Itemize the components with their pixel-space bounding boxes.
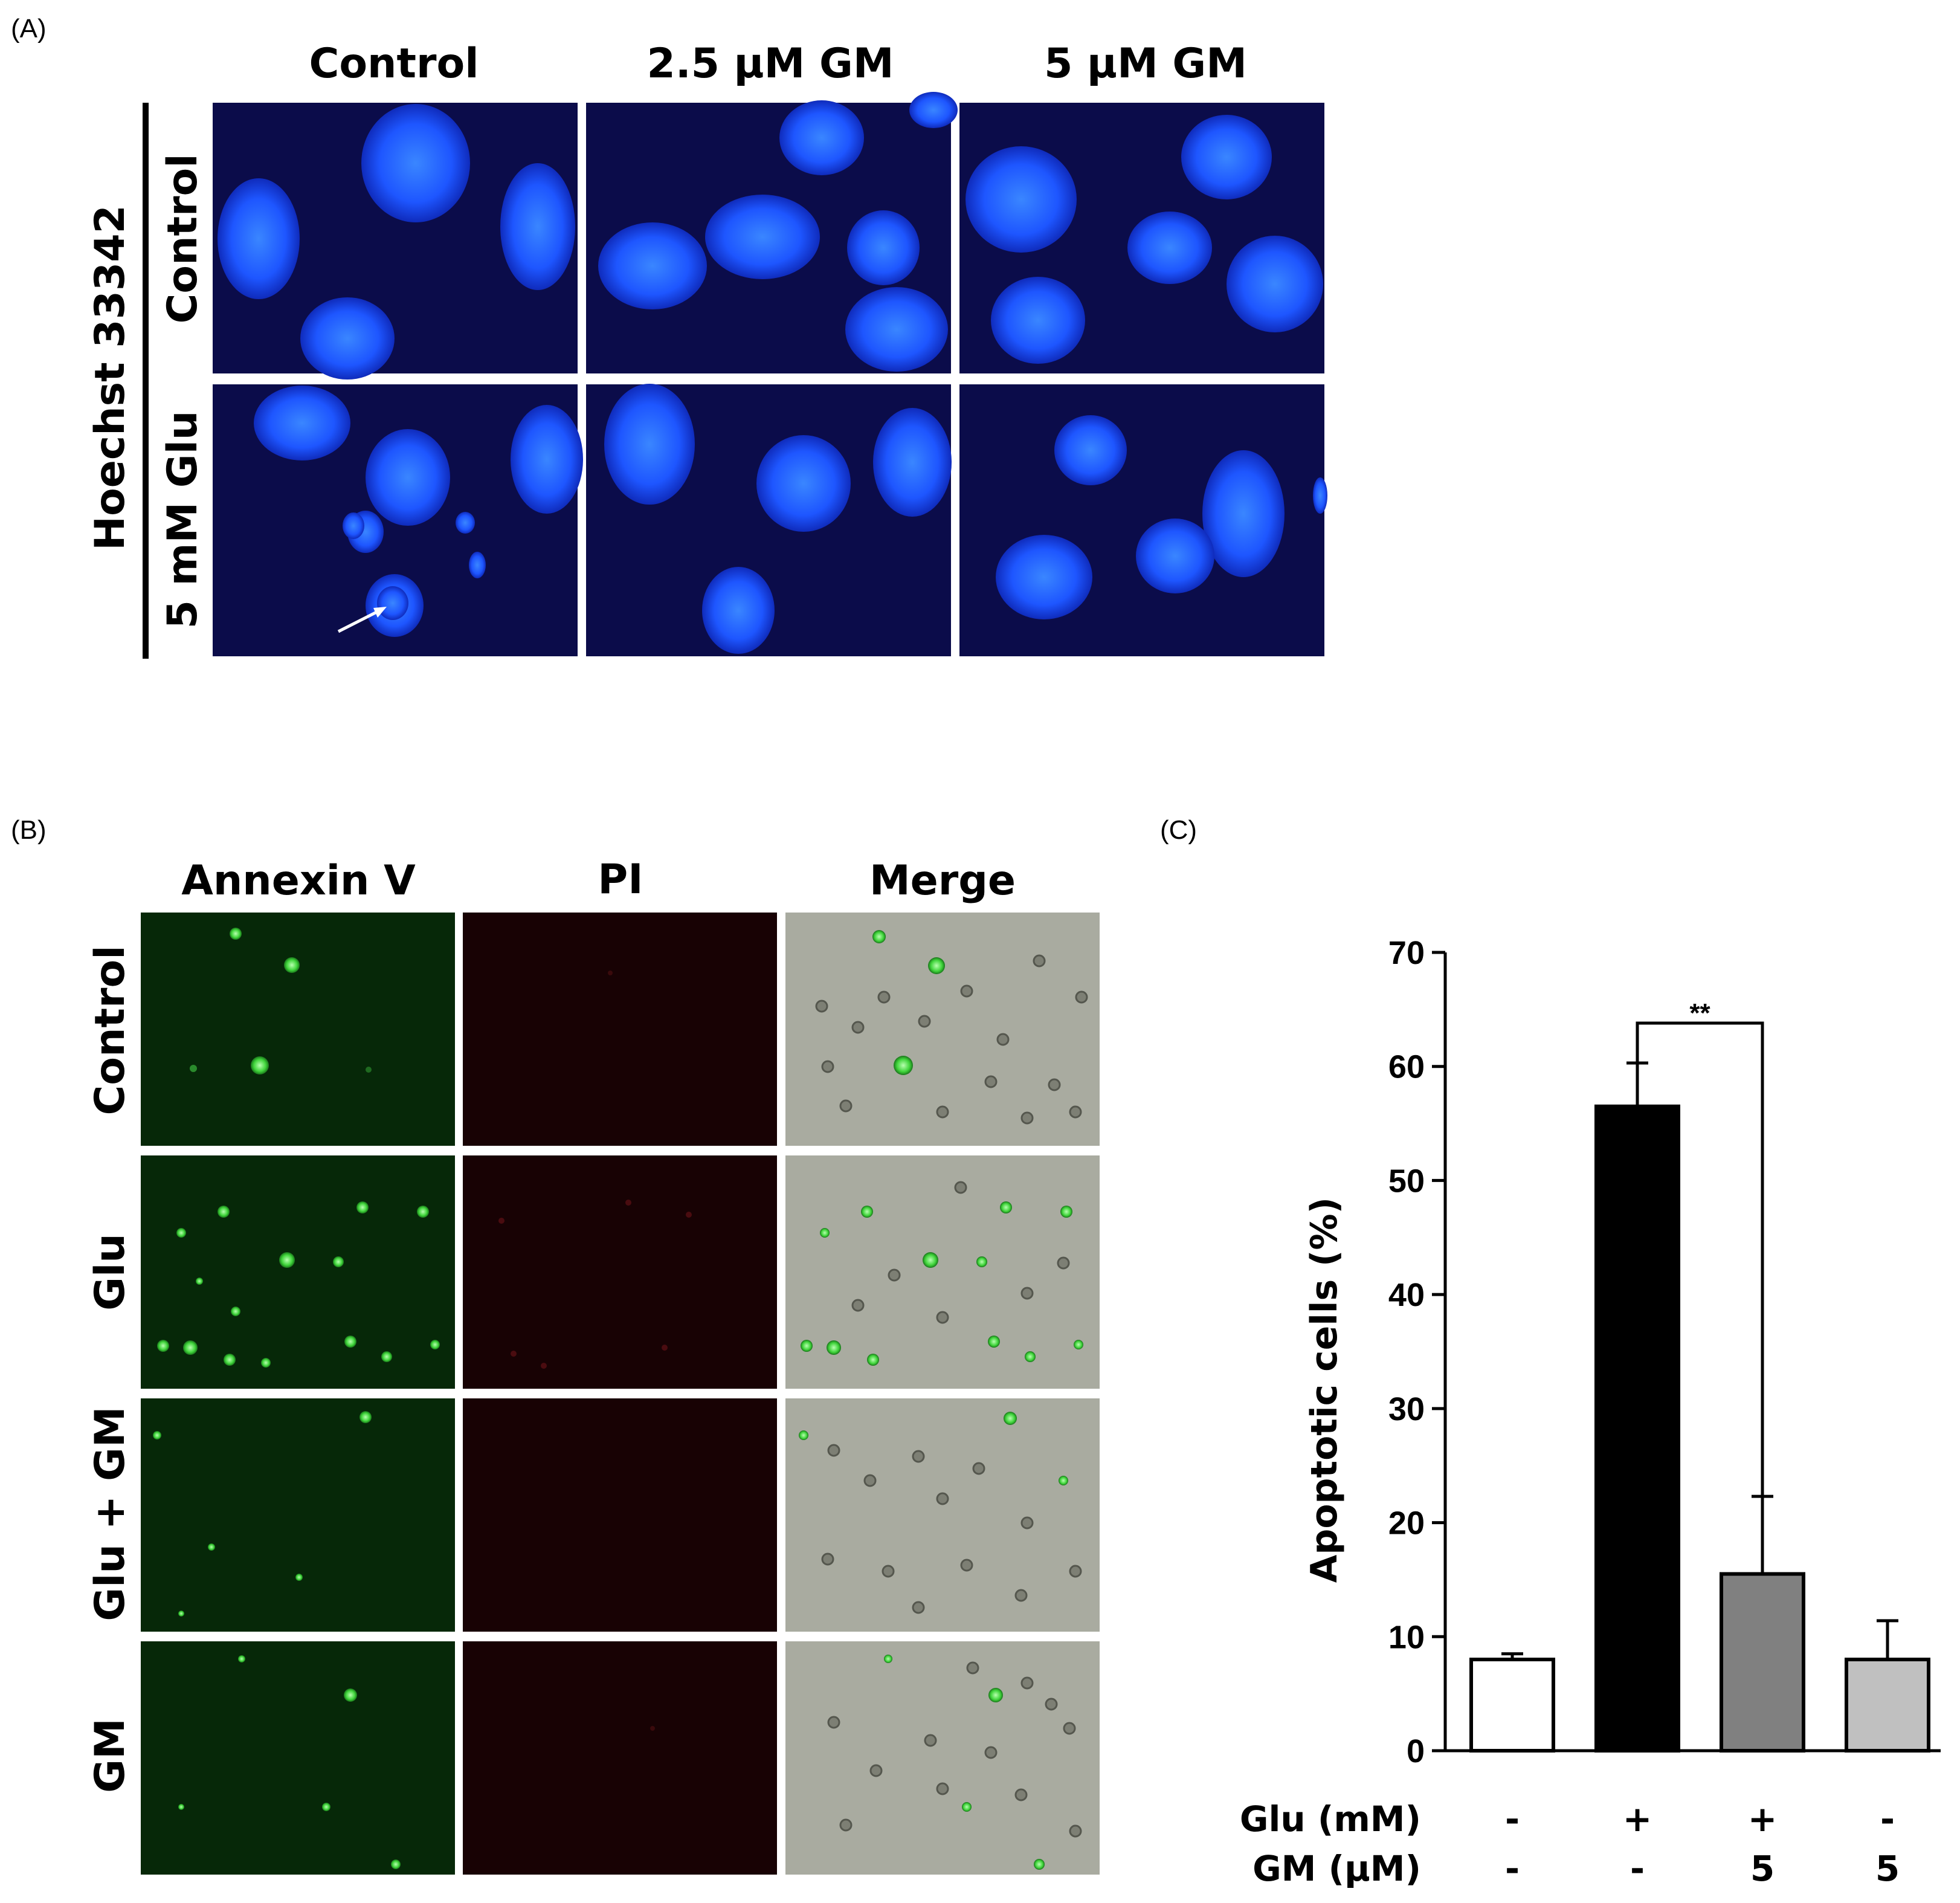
annexin-image-glu xyxy=(141,1155,455,1389)
pi-image-gm xyxy=(463,1641,777,1875)
arrow-head xyxy=(373,607,387,618)
condition-row-label: Glu (mM) xyxy=(1240,1798,1421,1840)
y-tick-label: 0 xyxy=(1407,1733,1425,1769)
merge-image-gm xyxy=(785,1641,1100,1875)
panel-a-column-header-5um-gm: 5 μM GM xyxy=(1044,40,1247,88)
y-tick-label: 30 xyxy=(1388,1391,1425,1427)
condition-value: - xyxy=(1880,1798,1895,1840)
hoechst-image-control-5um-gm xyxy=(959,103,1324,373)
panel-b-column-header-pi: PI xyxy=(598,856,643,903)
hoechst-image-glu-control xyxy=(213,384,583,656)
condition-table: Glu (mM) - + + - GM (μM) - - 5 5 xyxy=(1240,1798,1900,1889)
y-tick-label: 60 xyxy=(1388,1049,1425,1085)
condition-value: 5 xyxy=(1750,1848,1775,1889)
panel-b-label: (B) xyxy=(11,815,47,845)
bar xyxy=(1720,1572,1805,1753)
bars xyxy=(1469,1061,1930,1753)
pi-image-glu-gm xyxy=(463,1398,777,1632)
bar xyxy=(1594,1104,1680,1753)
panel-a-bracket-line xyxy=(143,103,149,659)
panel-b-column-header-annexin: Annexin V xyxy=(181,857,416,905)
merge-image-glu-gm xyxy=(785,1398,1100,1632)
hoechst-image-control-control xyxy=(213,103,578,380)
apoptotic-nucleus-arrow xyxy=(337,610,379,633)
condition-value: + xyxy=(1623,1798,1652,1840)
panel-a-label: (A) xyxy=(11,14,47,44)
panel-b-row-header-glu-gm: Glu + GM xyxy=(86,1406,134,1621)
panel-a-stain-label: Hoechst 33342 xyxy=(86,205,134,551)
y-tick-label: 50 xyxy=(1388,1163,1425,1199)
bar-chart: Apoptotic cells (%) 0 10 20 30 40 50 60 70 ** G… xyxy=(1240,935,1941,1889)
condition-value: - xyxy=(1505,1798,1520,1840)
condition-value: - xyxy=(1505,1848,1520,1889)
hoechst-image-control-2-5um-gm xyxy=(586,92,958,373)
significance-marker: ** xyxy=(1689,998,1710,1028)
hoechst-image-glu-2-5um-gm xyxy=(586,384,952,656)
significance-bracket: ** xyxy=(1636,998,1764,1497)
panel-a-row-header-control: Control xyxy=(159,153,207,323)
pi-image-glu xyxy=(463,1155,777,1389)
condition-row-label: GM (μM) xyxy=(1252,1848,1421,1889)
panel-b-row-header-gm: GM xyxy=(86,1718,134,1792)
panel-c-label: (C) xyxy=(1160,815,1197,845)
panel-a-column-header-2-5um-gm: 2.5 μM GM xyxy=(647,40,894,88)
y-tick-label: 10 xyxy=(1388,1619,1425,1655)
annexin-image-gm xyxy=(141,1641,455,1875)
panel-b-row-header-glu: Glu xyxy=(86,1233,134,1311)
condition-value: 5 xyxy=(1875,1848,1900,1889)
significance-bracket-line xyxy=(1636,1021,1764,1497)
bar xyxy=(1845,1658,1930,1753)
annexin-image-glu-gm xyxy=(141,1398,455,1632)
y-axis-label: Apoptotic cells (%) xyxy=(1303,1197,1346,1583)
condition-value: - xyxy=(1630,1848,1645,1889)
pi-image-control xyxy=(463,913,777,1146)
bar xyxy=(1469,1658,1555,1753)
y-tick-label: 70 xyxy=(1388,935,1425,971)
panel-a-row-header-5mm-glu: 5 mM Glu xyxy=(159,411,207,629)
panel-a-column-header-control: Control xyxy=(309,40,479,88)
annexin-image-control xyxy=(141,913,455,1146)
panel-b-column-header-merge: Merge xyxy=(869,857,1016,905)
y-tick-label: 20 xyxy=(1388,1505,1425,1542)
merge-image-control xyxy=(785,913,1100,1146)
condition-value: + xyxy=(1748,1798,1778,1840)
merge-image-glu xyxy=(785,1155,1100,1389)
panel-b-row-header-control: Control xyxy=(86,945,134,1115)
hoechst-image-glu-5um-gm xyxy=(959,384,1327,656)
y-axis-ticks: 0 10 20 30 40 50 60 70 xyxy=(1388,935,1445,1769)
y-tick-label: 40 xyxy=(1388,1277,1425,1313)
